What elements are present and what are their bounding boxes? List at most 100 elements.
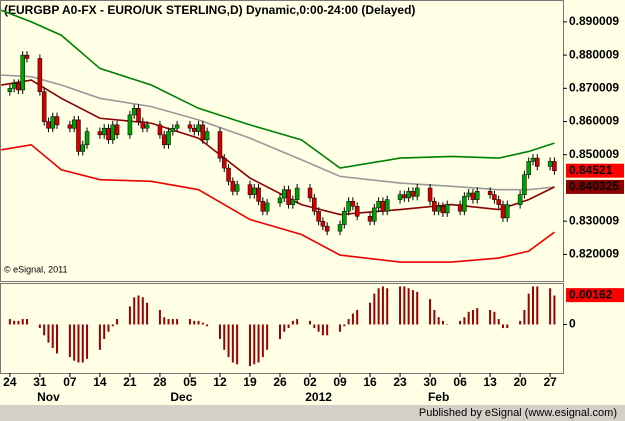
candle-body	[157, 124, 163, 136]
histogram-bar	[287, 324, 290, 329]
histogram-bar	[489, 309, 492, 325]
candle-body	[140, 121, 146, 129]
histogram-bar	[47, 324, 50, 343]
histogram-bar	[519, 320, 522, 325]
histogram-bar	[441, 320, 444, 325]
month-label: Nov	[37, 390, 60, 404]
candle-body	[547, 161, 553, 167]
candle-body	[517, 194, 523, 205]
histogram-bar	[356, 309, 359, 325]
histogram-bar	[493, 311, 496, 325]
y-tick-label: 0.870009	[569, 80, 619, 94]
candle-body	[101, 127, 107, 136]
candle-body	[226, 167, 231, 182]
histogram-bar	[107, 324, 110, 332]
histogram-bar	[501, 324, 504, 329]
candle-body	[380, 201, 386, 212]
chart-title: (EURGBP A0-FX - EURO/UK STERLING,D) Dyna…	[4, 3, 415, 17]
histogram-bar	[81, 324, 84, 363]
candle-body	[294, 187, 300, 200]
histogram-bar	[56, 324, 59, 354]
histogram-bar	[146, 302, 149, 325]
candle-body	[320, 220, 326, 227]
candle-body	[11, 83, 17, 89]
indicator-line	[0, 9, 555, 169]
histogram-bar	[459, 320, 462, 325]
histogram-bar	[411, 290, 414, 325]
histogram-bar	[77, 324, 80, 363]
candle-body	[440, 206, 446, 214]
histogram-bar	[21, 319, 24, 325]
candle-body	[346, 201, 351, 212]
candle-body	[106, 127, 111, 141]
y-tick-label: 0.850009	[569, 147, 619, 161]
candle-body	[457, 204, 463, 212]
candle-body	[552, 161, 557, 171]
histogram-bar	[248, 324, 251, 367]
candle-body	[462, 196, 467, 212]
candle-body	[80, 144, 86, 152]
histogram-bar	[527, 293, 530, 325]
histogram-bar	[8, 319, 11, 325]
candle-body	[76, 119, 81, 152]
candle-body	[496, 199, 501, 205]
candle-body	[436, 206, 441, 212]
histogram-bar	[433, 309, 436, 325]
histogram-bar	[523, 309, 526, 325]
candle-body	[200, 124, 206, 141]
histogram-bar	[317, 324, 320, 332]
x-tick-label: 26	[273, 375, 287, 389]
candle-body	[402, 194, 407, 199]
footer-text: Published by eSignal (www.esignal.com)	[419, 407, 617, 419]
y-tick-label: 0.880009	[569, 47, 619, 61]
candle-body	[324, 225, 330, 232]
candle-body	[71, 119, 77, 129]
indicator-pane-frame	[0, 283, 564, 374]
candle-body	[170, 127, 176, 132]
histogram-bar	[68, 324, 71, 358]
candle-body	[187, 124, 193, 129]
x-tick-label: 07	[63, 375, 77, 389]
histogram-bar	[381, 286, 384, 325]
histogram-bar	[17, 320, 20, 325]
candle-body	[277, 197, 283, 204]
histogram-bar	[309, 320, 312, 325]
x-tick-label: 02	[303, 375, 317, 389]
candle-body	[234, 184, 240, 192]
histogram-bar	[386, 288, 389, 325]
histogram-bar	[291, 320, 294, 325]
x-tick-label: 09	[333, 375, 347, 389]
histogram-bar	[351, 313, 354, 325]
histogram-bar	[227, 324, 230, 358]
histogram-bar	[403, 286, 406, 325]
candle-body	[191, 127, 197, 132]
candle-body	[136, 108, 141, 122]
price-label: 0.84521	[569, 163, 613, 177]
price-label-box	[566, 288, 624, 303]
candle-body	[312, 197, 317, 212]
histogram-bar	[437, 317, 440, 325]
histogram-bar	[43, 324, 46, 336]
price-label-box	[566, 163, 624, 178]
x-tick-label: 28	[153, 375, 167, 389]
price-label: 0.840325	[569, 179, 619, 193]
histogram-bar	[111, 324, 114, 327]
candle-body	[67, 124, 73, 129]
candle-body	[20, 54, 25, 91]
histogram-bar	[133, 297, 136, 325]
histogram-bar	[223, 324, 226, 350]
candle-body	[24, 54, 30, 59]
candle-body	[466, 192, 471, 197]
histogram-bar	[171, 319, 174, 325]
histogram-bar	[38, 324, 41, 329]
histogram-bar	[158, 309, 161, 325]
histogram-bar	[51, 324, 54, 349]
candle-body	[114, 124, 120, 136]
histogram-bar	[339, 324, 342, 332]
candle-body	[397, 194, 403, 200]
candle-body	[492, 194, 497, 200]
candle-body	[204, 131, 210, 141]
candle-body	[54, 116, 60, 126]
x-tick-label: 06	[453, 375, 467, 389]
